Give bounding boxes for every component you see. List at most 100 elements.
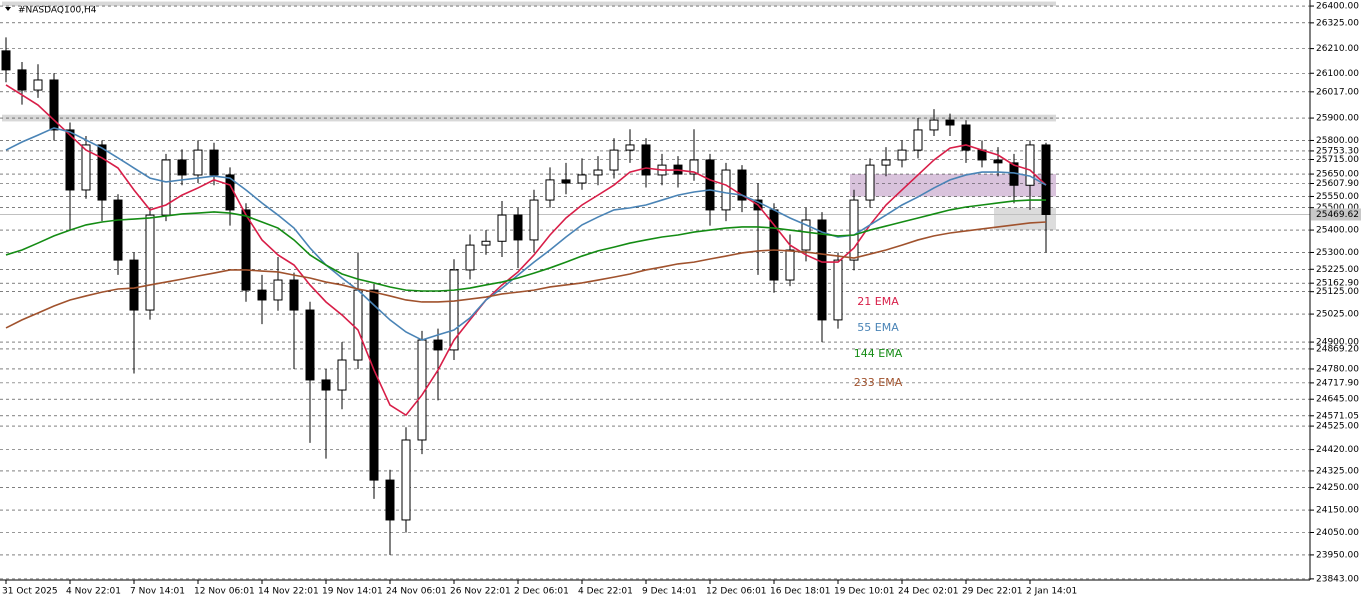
y-tick-label: 26325.00 [1316, 18, 1359, 28]
y-tick-label: 25300.00 [1316, 248, 1359, 258]
x-tick-label: 14 Nov 22:01 [258, 587, 319, 597]
candle-body [369, 289, 379, 481]
candle-body [449, 269, 459, 351]
candle-body [177, 159, 187, 176]
price-zone [850, 174, 1056, 197]
y-tick-label: 24420.00 [1316, 445, 1359, 455]
candle-body [385, 479, 395, 521]
candle-body [513, 214, 523, 241]
candle-body [241, 209, 251, 291]
candle-body [1, 50, 11, 71]
candle-body [497, 214, 507, 242]
candle-body [353, 289, 363, 361]
y-tick-label: 25400.00 [1316, 226, 1359, 236]
candle-body [881, 159, 891, 166]
candle-body [321, 379, 331, 391]
candle-body [593, 169, 603, 176]
x-tick-label: 31 Oct 2025 [2, 587, 58, 597]
y-tick-label: 25025.00 [1316, 310, 1359, 320]
candle-body [817, 219, 827, 321]
candle-body [289, 279, 299, 311]
y-tick-label: 25800.00 [1316, 136, 1359, 146]
legend-label: 21 EMA [857, 295, 899, 308]
x-tick-label: 9 Dec 14:01 [642, 587, 697, 597]
x-tick-label: 4 Nov 22:01 [66, 587, 121, 597]
y-tick-label: 24869.20 [1316, 344, 1359, 354]
y-tick-label: 25162.90 [1316, 279, 1359, 289]
candle-body [737, 169, 747, 201]
candle-body [641, 144, 651, 176]
y-tick-label: 24571.05 [1316, 411, 1359, 421]
candle-body [209, 149, 219, 176]
y-tick-label: 23843.00 [1316, 574, 1359, 584]
x-tick-label: 12 Dec 06:01 [706, 587, 767, 597]
x-tick-label: 4 Dec 22:01 [578, 587, 633, 597]
candle-body [81, 144, 91, 191]
candle-body [481, 240, 491, 246]
candle-body [993, 159, 1003, 164]
y-tick-label: 24250.00 [1316, 483, 1359, 493]
y-tick-label: 24717.90 [1316, 378, 1359, 388]
x-tick-label: 29 Dec 22:01 [962, 587, 1023, 597]
candle-body [705, 159, 715, 211]
candle-body [145, 214, 155, 311]
y-tick-label: 24780.00 [1316, 364, 1359, 374]
x-tick-label: 2 Jan 14:01 [1026, 587, 1077, 597]
ema-line [5, 127, 1047, 341]
candle-body [961, 124, 971, 151]
ema-line [5, 199, 1046, 292]
y-tick-label: 24645.00 [1316, 395, 1359, 405]
legend-label: 233 EMA [854, 376, 903, 389]
x-tick-label: 16 Dec 18:01 [770, 587, 831, 597]
candle-body [833, 259, 843, 321]
candle-body [545, 179, 555, 201]
candle-body [161, 159, 171, 216]
y-tick-label: 25500.00 [1316, 203, 1359, 213]
title-arrow[interactable] [5, 7, 11, 11]
candle-body [465, 244, 475, 271]
x-tick-label: 7 Nov 14:01 [130, 587, 185, 597]
candle-body [193, 149, 203, 176]
candle-body [401, 439, 411, 521]
candle-body [865, 164, 875, 201]
y-tick-label: 25753.30 [1316, 146, 1359, 156]
legend-label: 144 EMA [854, 347, 903, 360]
y-tick-label: 23950.00 [1316, 550, 1359, 560]
candle-body [609, 149, 619, 171]
candle-body [529, 199, 539, 241]
candle-body [305, 309, 315, 381]
candle-body [433, 339, 443, 351]
y-tick-label: 25225.00 [1316, 265, 1359, 275]
y-tick-label: 25900.00 [1316, 114, 1359, 124]
y-tick-label: 26100.00 [1316, 69, 1359, 79]
candle-body [1041, 144, 1051, 215]
current-price-tag [1311, 208, 1361, 221]
candle-body [17, 69, 27, 91]
candle-body [113, 199, 123, 261]
x-tick-label: 2 Dec 06:01 [514, 587, 569, 597]
candle-body [689, 159, 699, 175]
y-tick-label: 26400.00 [1316, 2, 1359, 12]
x-tick-label: 24 Dec 02:01 [898, 587, 959, 597]
y-tick-label: 24900.00 [1316, 338, 1359, 348]
candle-body [913, 129, 923, 151]
candle-body [273, 279, 283, 301]
candle-body [337, 359, 347, 391]
candle-body [801, 219, 811, 251]
legend-label: 55 EMA [857, 321, 899, 334]
y-tick-label: 24050.00 [1316, 528, 1359, 538]
current-price-label: 25469.62 [1316, 210, 1359, 220]
y-tick-label: 25650.00 [1316, 170, 1359, 180]
candle-body [129, 259, 139, 311]
y-tick-label: 24150.00 [1316, 506, 1359, 516]
candle-body [929, 119, 939, 131]
x-tick-label: 19 Dec 10:01 [834, 587, 895, 597]
chart-title: #NASDAQ100,H4 [18, 6, 97, 16]
y-tick-label: 25607.90 [1316, 179, 1359, 189]
candle-body [945, 119, 955, 126]
price-zone [994, 207, 1056, 231]
x-tick-label: 24 Nov 06:01 [386, 587, 447, 597]
candle-body [625, 144, 635, 151]
